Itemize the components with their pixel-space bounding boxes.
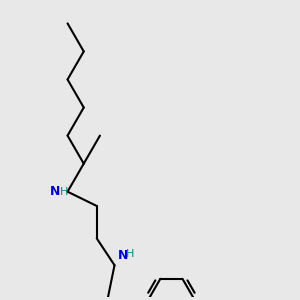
Text: N: N bbox=[50, 185, 60, 198]
Text: N: N bbox=[118, 249, 128, 262]
Text: H: H bbox=[60, 187, 69, 197]
Text: H: H bbox=[126, 249, 135, 259]
